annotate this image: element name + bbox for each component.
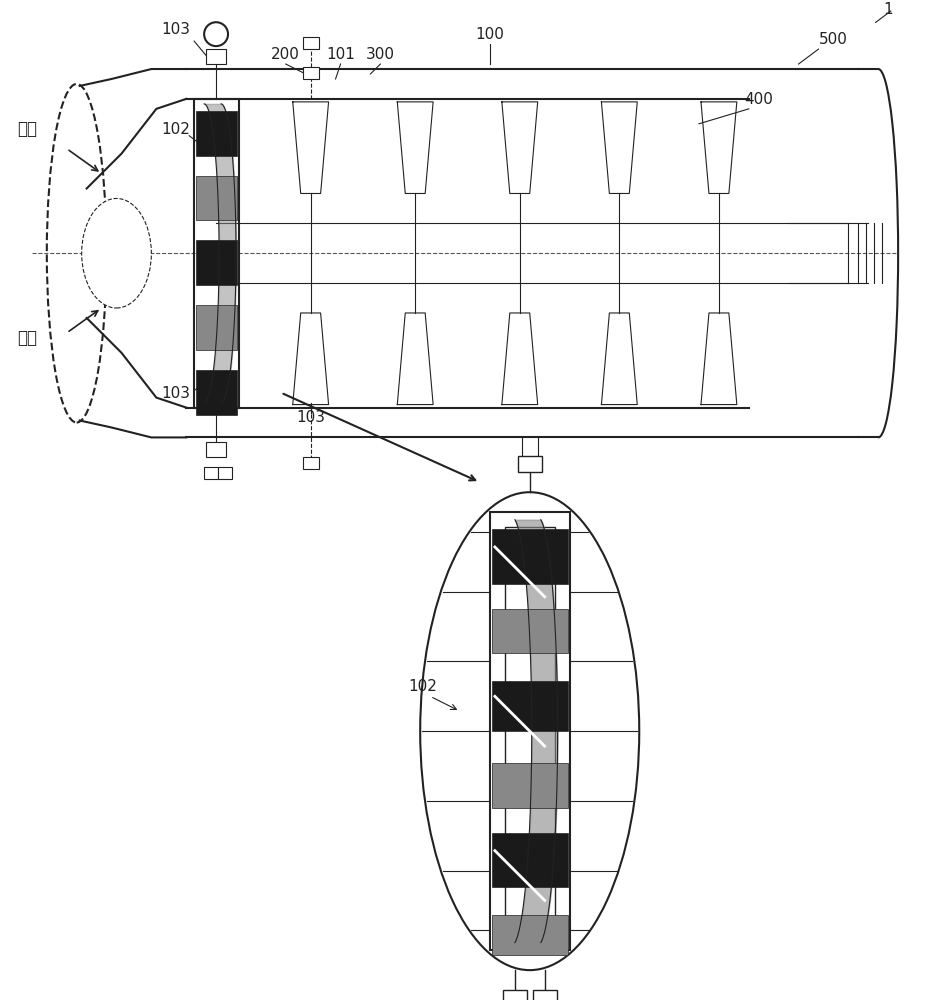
Bar bbox=[492, 529, 568, 584]
Bar bbox=[204, 467, 218, 479]
Bar bbox=[303, 67, 318, 79]
Text: 300: 300 bbox=[366, 47, 395, 62]
Text: 102: 102 bbox=[409, 679, 438, 694]
Bar bbox=[196, 176, 237, 220]
Bar bbox=[492, 833, 568, 887]
Bar bbox=[492, 915, 568, 955]
Ellipse shape bbox=[420, 492, 640, 970]
Bar bbox=[505, 527, 555, 935]
Bar bbox=[518, 456, 542, 472]
Text: 400: 400 bbox=[744, 92, 773, 107]
Bar bbox=[492, 609, 568, 653]
Ellipse shape bbox=[82, 198, 152, 308]
Bar bbox=[195, 99, 239, 408]
Bar bbox=[196, 111, 237, 156]
Text: 103: 103 bbox=[162, 22, 191, 37]
Text: 气流: 气流 bbox=[17, 120, 37, 138]
Bar bbox=[196, 370, 237, 415]
Text: 103: 103 bbox=[296, 410, 325, 425]
Bar bbox=[303, 37, 318, 49]
Bar bbox=[492, 763, 568, 808]
Bar bbox=[303, 457, 318, 469]
Text: 气流: 气流 bbox=[17, 329, 37, 347]
Text: 103: 103 bbox=[162, 386, 191, 401]
Bar bbox=[206, 442, 226, 457]
Text: 102: 102 bbox=[162, 122, 191, 137]
Text: 500: 500 bbox=[819, 32, 848, 47]
Text: 200: 200 bbox=[271, 47, 300, 62]
Bar bbox=[490, 512, 570, 950]
Bar bbox=[196, 305, 237, 350]
Circle shape bbox=[204, 22, 228, 46]
Bar bbox=[492, 681, 568, 731]
Bar bbox=[503, 990, 527, 1000]
Bar bbox=[533, 990, 557, 1000]
Text: 101: 101 bbox=[326, 47, 355, 62]
Text: 100: 100 bbox=[476, 27, 505, 42]
Text: 1: 1 bbox=[884, 2, 893, 17]
Bar bbox=[218, 467, 232, 479]
Bar bbox=[196, 240, 237, 285]
Bar bbox=[206, 49, 226, 64]
